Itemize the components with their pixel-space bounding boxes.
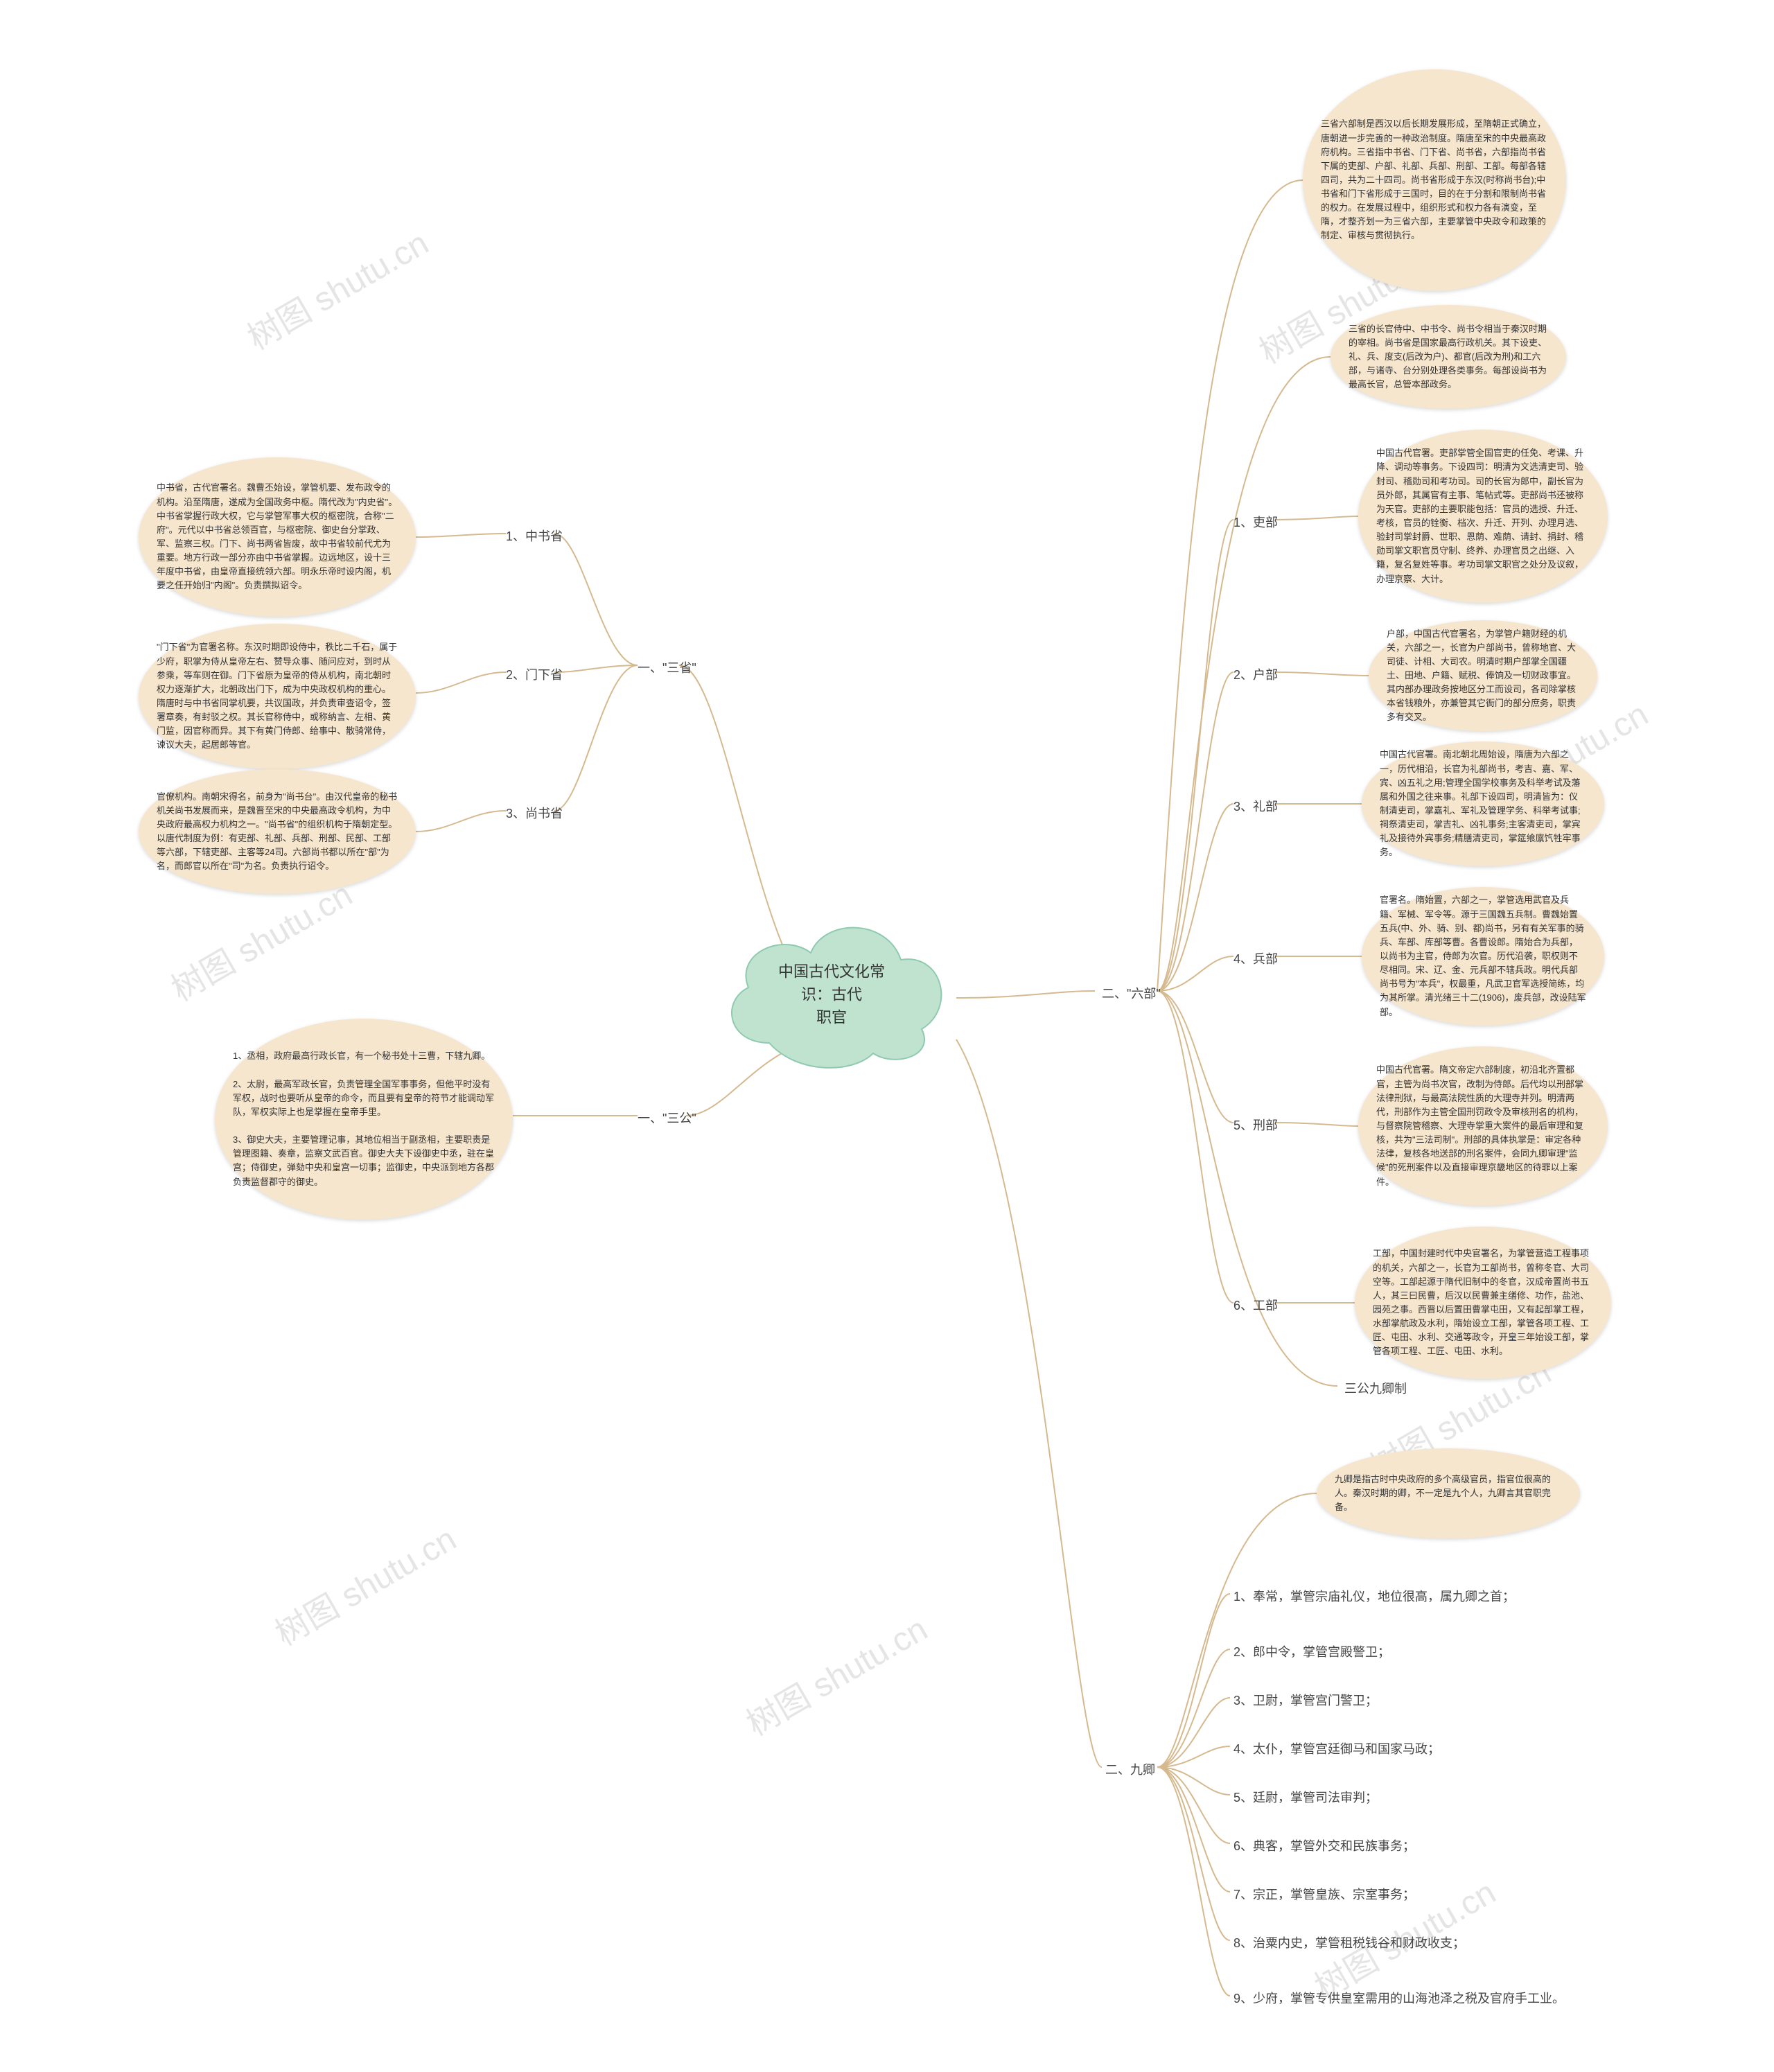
connector [416, 672, 506, 693]
leaf-text: 官僚机构。南朝宋得名，前身为"尚书台"。由汉代皇帝的秘书机关尚书发展而来，是魏晋… [157, 790, 398, 874]
connector [1157, 672, 1233, 991]
connector [554, 665, 638, 672]
connector [956, 991, 1095, 998]
connector [1157, 1698, 1230, 1767]
connector [1157, 1594, 1230, 1767]
leaf-node: 官僚机构。南朝宋得名，前身为"尚书台"。由汉代皇帝的秘书机关尚书发展而来，是魏晋… [139, 769, 416, 894]
branch-label: 一、"三省" [638, 658, 696, 676]
leaf-node: 工部，中国封建时代中央官署名，为掌管营造工程事项的机关，六部之一，长官为工部尚书… [1355, 1227, 1611, 1379]
branch-label: 三公九卿制 [1344, 1379, 1407, 1397]
connector [554, 665, 638, 811]
branch-label: 1、吏部 [1233, 513, 1278, 531]
connector [1157, 956, 1233, 991]
connector [1157, 1767, 1230, 1940]
leaf-node: 中国古代官署。隋文帝定六部制度，初沿北齐置都官，主管为尚书次官，改制为侍郎。后代… [1358, 1046, 1608, 1206]
leaf-text: 户部，中国古代官署名，为掌管户籍财经的机关，六部之一，长官为户部尚书，曾称地官、… [1387, 627, 1579, 725]
connector [416, 811, 506, 832]
leaf-node: 三省六部制是西汉以后长期发展形成，至隋朝正式确立，唐朝进一步完善的一种政治制度。… [1303, 69, 1566, 291]
branch-label: 3、尚书省 [506, 804, 563, 822]
branch-label: 1、奉常，掌管宗庙礼仪，地位很高，属九卿之首； [1233, 1587, 1515, 1605]
branch-label: 4、兵部 [1233, 949, 1278, 967]
connector [1275, 672, 1369, 676]
connector [1157, 1767, 1230, 1892]
branch-label: 2、郎中令，掌管宫殿警卫； [1233, 1642, 1390, 1660]
leaf-text: 三省的长官侍中、中书令、尚书令相当于秦汉时期的宰相。尚书省是国家最高行政机关。其… [1349, 322, 1548, 392]
branch-label: 3、卫尉，掌管宫门警卫； [1233, 1691, 1378, 1709]
center-title: 中国古代文化常识：古代 职官 [769, 960, 894, 1028]
leaf-node: "门下省"为官署名称。东汉时期即设侍中，秩比二千石，属于少府，职掌为侍从皇帝左右… [139, 624, 416, 769]
connector [1157, 991, 1233, 1123]
branch-label: 二、九卿 [1105, 1760, 1155, 1778]
branch-label: 4、太仆，掌管宫廷御马和国家马政； [1233, 1739, 1440, 1757]
leaf-node: 中书省，古代官署名。魏曹丕始设，掌管机要、发布政令的机构。沿至隋唐，遂成为全国政… [139, 457, 416, 617]
leaf-node: 户部，中国古代官署名，为掌管户籍财经的机关，六部之一，长官为户部尚书，曾称地官、… [1369, 620, 1597, 731]
connector [1157, 991, 1233, 1303]
leaf-text: 三省六部制是西汉以后长期发展形成，至隋朝正式确立，唐朝进一步完善的一种政治制度。… [1321, 117, 1548, 243]
watermark: 树图 shutu.cn [265, 1512, 464, 1655]
connector [416, 534, 506, 537]
center-node: 中国古代文化常识：古代 职官 [707, 904, 956, 1078]
leaf-text: 中国古代官署。隋文帝定六部制度，初沿北齐置都官，主管为尚书次官，改制为侍郎。后代… [1376, 1063, 1590, 1188]
branch-label: 6、典客，掌管外交和民族事务； [1233, 1836, 1415, 1854]
branch-label: 3、礼部 [1233, 797, 1278, 815]
branch-label: 2、户部 [1233, 665, 1278, 683]
branch-label: 5、刑部 [1233, 1116, 1278, 1134]
connector [1275, 1123, 1358, 1126]
connector [1157, 1493, 1317, 1767]
leaf-node: 中国古代官署。吏部掌管全国官吏的任免、考课、升降、调动等事务。下设四司：明清为文… [1358, 430, 1608, 603]
leaf-node: 1、丞相，政府最高行政长官，有一个秘书处十三曹，下辖九卿。 2、太尉，最高军政长… [215, 1019, 513, 1220]
connector [1157, 180, 1303, 991]
leaf-text: 九卿是指古时中央政府的多个高级官员，指官位很高的人。秦汉时期的卿，不一定是九个人… [1335, 1473, 1562, 1514]
branch-label: 7、宗正，掌管皇族、宗室事务； [1233, 1885, 1415, 1903]
leaf-text: 工部，中国封建时代中央官署名，为掌管营造工程事项的机关，六部之一，长官为工部尚书… [1373, 1247, 1593, 1358]
leaf-text: "门下省"为官署名称。东汉时期即设侍中，秩比二千石，属于少府，职掌为侍从皇帝左右… [157, 640, 398, 752]
leaf-node: 三省的长官侍中、中书令、尚书令相当于秦汉时期的宰相。尚书省是国家最高行政机关。其… [1330, 305, 1566, 409]
branch-label: 5、廷尉，掌管司法审判； [1233, 1788, 1378, 1806]
branch-label: 2、门下省 [506, 665, 563, 683]
leaf-text: 官署名。隋始置，六部之一，掌管选用武官及兵籍、军械、军令等。源于三国魏五兵制。曹… [1380, 893, 1586, 1019]
connector [956, 1039, 1102, 1767]
connector [1157, 520, 1233, 991]
watermark: 树图 shutu.cn [736, 1602, 935, 1745]
branch-label: 二、"六部" [1102, 984, 1161, 1002]
leaf-node: 九卿是指古时中央政府的多个高级官员，指官位很高的人。秦汉时期的卿，不一定是九个人… [1317, 1448, 1580, 1538]
connector [1275, 516, 1358, 520]
leaf-node: 官署名。隋始置，六部之一，掌管选用武官及兵籍、军械、军令等。源于三国魏五兵制。曹… [1362, 887, 1604, 1026]
branch-label: 8、治粟内史，掌管租税钱谷和财政收支； [1233, 1933, 1465, 1951]
connector [1157, 1767, 1230, 1996]
connector [1157, 991, 1337, 1386]
watermark: 树图 shutu.cn [237, 216, 436, 359]
connector [1157, 804, 1233, 991]
leaf-text: 中国古代官署。南北朝北周始设，隋唐为六部之一，历代相沿，长官为礼部尚书，考吉、嘉… [1380, 748, 1586, 859]
leaf-text: 1、丞相，政府最高行政长官，有一个秘书处十三曹，下辖九卿。 2、太尉，最高军政长… [233, 1049, 495, 1188]
branch-label: 6、工部 [1233, 1296, 1278, 1314]
connector [554, 534, 638, 665]
leaf-text: 中书省，古代官署名。魏曹丕始设，掌管机要、发布政令的机构。沿至隋唐，遂成为全国政… [157, 481, 398, 592]
branch-label: 一、"三公" [638, 1109, 696, 1127]
connector [1157, 1649, 1230, 1767]
connector [1157, 1746, 1230, 1767]
leaf-node: 中国古代官署。南北朝北周始设，隋唐为六部之一，历代相沿，长官为礼部尚书，考吉、嘉… [1362, 741, 1604, 866]
connector [1157, 1767, 1230, 1843]
connector [1157, 1767, 1230, 1795]
branch-label: 9、少府，掌管专供皇室需用的山海池泽之税及官府手工业。 [1233, 1989, 1565, 2007]
leaf-text: 中国古代官署。吏部掌管全国官吏的任免、考课、升降、调动等事务。下设四司：明清为文… [1376, 446, 1590, 586]
branch-label: 1、中书省 [506, 527, 563, 545]
